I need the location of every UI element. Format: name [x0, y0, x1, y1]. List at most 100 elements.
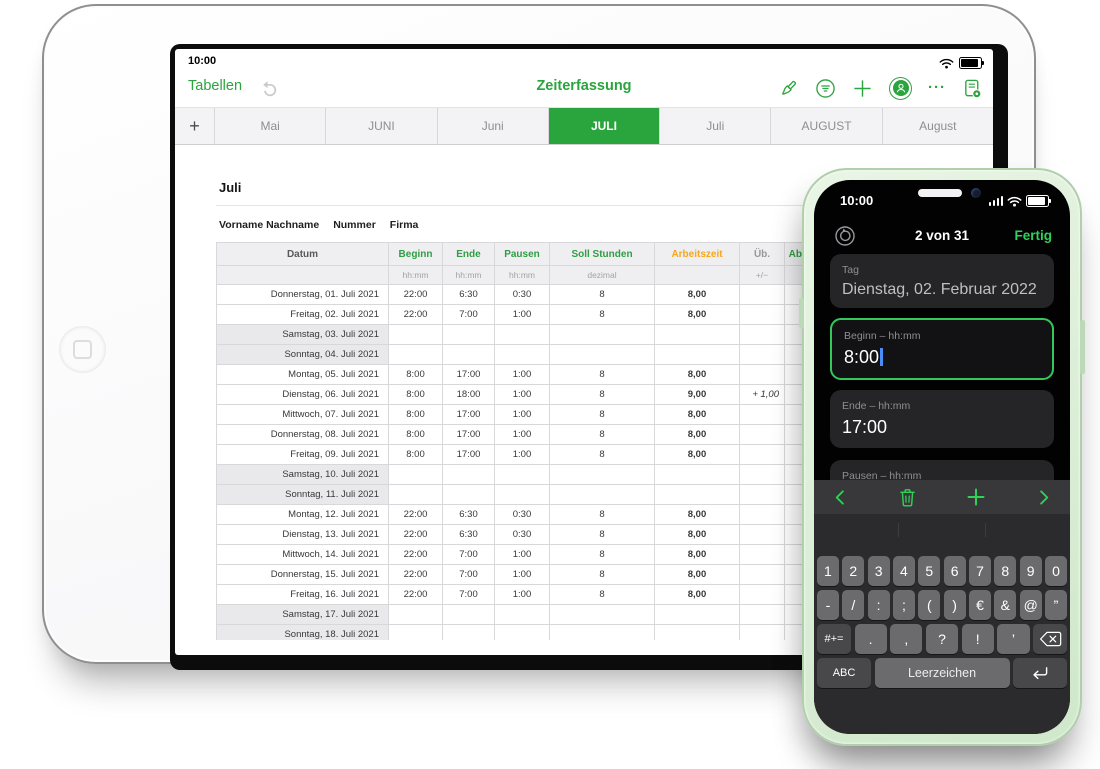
cell-time[interactable]: 17:00: [442, 444, 495, 465]
cell-soll[interactable]: 8: [549, 504, 655, 525]
cell-time[interactable]: 8:00: [388, 424, 443, 445]
cell-time[interactable]: 18:00: [442, 384, 495, 405]
person-field-label[interactable]: Firma: [389, 219, 419, 231]
backspace-key[interactable]: [1033, 624, 1068, 654]
cell-ueb[interactable]: [739, 404, 785, 425]
cell-time[interactable]: [388, 324, 443, 345]
cell-time[interactable]: 17:00: [442, 364, 495, 385]
cell-time[interactable]: 6:30: [442, 284, 495, 305]
cell-time[interactable]: [442, 464, 495, 485]
add-sheet-button[interactable]: +: [175, 108, 215, 144]
cell-ueb[interactable]: [739, 484, 785, 505]
cell-arb[interactable]: 8,00: [654, 424, 740, 445]
cell-soll[interactable]: [549, 464, 655, 485]
cell-time[interactable]: 1:00: [494, 424, 550, 445]
return-key[interactable]: [1013, 658, 1067, 688]
cell-arb[interactable]: [654, 484, 740, 505]
sheet-tab-juni-1[interactable]: JUNI: [326, 108, 438, 144]
cell-arb[interactable]: 8,00: [654, 504, 740, 525]
cell-arb[interactable]: 8,00: [654, 304, 740, 325]
cell-date[interactable]: Samstag, 17. Juli 2021: [216, 604, 389, 625]
cell-date[interactable]: Dienstag, 13. Juli 2021: [216, 524, 389, 545]
cell-time[interactable]: [442, 344, 495, 365]
cell-time[interactable]: [388, 624, 443, 640]
cell-time[interactable]: 22:00: [388, 304, 443, 325]
cell-date[interactable]: Donnerstag, 08. Juli 2021: [216, 424, 389, 445]
person-field-label[interactable]: Vorname Nachname: [219, 219, 320, 231]
key-€[interactable]: €: [969, 590, 991, 620]
cell-time[interactable]: 1:00: [494, 544, 550, 565]
cell-time[interactable]: [442, 604, 495, 625]
key-5[interactable]: 5: [918, 556, 941, 586]
cell-time[interactable]: [388, 604, 443, 625]
sheet-tab-august-6[interactable]: August: [919, 119, 957, 133]
cell-soll[interactable]: [549, 604, 655, 625]
cell-time[interactable]: 1:00: [494, 384, 550, 405]
cell-time[interactable]: [442, 624, 495, 640]
chevron-left-icon[interactable]: [832, 489, 849, 506]
key-/[interactable]: /: [842, 590, 865, 620]
cell-time[interactable]: 8:00: [388, 364, 443, 385]
cell-arb[interactable]: 8,00: [654, 364, 740, 385]
cell-time[interactable]: 7:00: [442, 544, 495, 565]
cell-ueb[interactable]: [739, 444, 785, 465]
cell-time[interactable]: 1:00: [494, 584, 550, 605]
cell-ueb[interactable]: [739, 584, 785, 605]
field-ende[interactable]: Ende – hh:mm 17:00: [830, 390, 1054, 448]
fertig-button[interactable]: Fertig: [1014, 228, 1052, 243]
key-?[interactable]: ?: [925, 624, 959, 654]
cell-time[interactable]: 17:00: [442, 404, 495, 425]
cell-date[interactable]: Donnerstag, 15. Juli 2021: [216, 564, 389, 585]
key-.[interactable]: .: [854, 624, 887, 654]
cell-time[interactable]: [494, 484, 550, 505]
cell-date[interactable]: Freitag, 09. Juli 2021: [216, 444, 389, 465]
cell-soll[interactable]: 8: [549, 584, 655, 605]
sheet-tab-juli-4[interactable]: Juli: [660, 108, 772, 144]
cell-ueb[interactable]: [739, 344, 785, 365]
cell-soll[interactable]: 8: [549, 304, 655, 325]
key-0[interactable]: 0: [1045, 556, 1067, 586]
cell-date[interactable]: Mittwoch, 07. Juli 2021: [216, 404, 389, 425]
cell-ueb[interactable]: [739, 424, 785, 445]
cell-arb[interactable]: 9,00: [654, 384, 740, 405]
cell-time[interactable]: 22:00: [388, 584, 443, 605]
cell-time[interactable]: 22:00: [388, 284, 443, 305]
cell-ueb[interactable]: [739, 524, 785, 545]
key-:[interactable]: :: [867, 590, 890, 620]
cell-arb[interactable]: [654, 604, 740, 625]
cell-time[interactable]: 1:00: [494, 364, 550, 385]
cell-date[interactable]: Dienstag, 06. Juli 2021: [216, 384, 389, 405]
key-3[interactable]: 3: [867, 556, 890, 586]
cell-soll[interactable]: 8: [549, 544, 655, 565]
cell-date[interactable]: Mittwoch, 14. Juli 2021: [216, 544, 389, 565]
cell-time[interactable]: 22:00: [388, 504, 443, 525]
cell-soll[interactable]: 8: [549, 364, 655, 385]
cell-arb[interactable]: 8,00: [654, 444, 740, 465]
cell-time[interactable]: 8:00: [388, 404, 443, 425]
cell-ueb[interactable]: [739, 464, 785, 485]
cell-time[interactable]: [494, 604, 550, 625]
cell-time[interactable]: [388, 344, 443, 365]
cell-arb[interactable]: 8,00: [654, 584, 740, 605]
key-’[interactable]: ’: [997, 624, 1030, 654]
cell-soll[interactable]: 8: [549, 424, 655, 445]
cell-time[interactable]: 0:30: [494, 504, 550, 525]
cell-date[interactable]: Samstag, 10. Juli 2021: [216, 464, 389, 485]
cell-date[interactable]: Montag, 12. Juli 2021: [216, 504, 389, 525]
cell-soll[interactable]: 8: [549, 384, 655, 405]
key-![interactable]: !: [961, 624, 994, 654]
sheet-tab-mai-0[interactable]: Mai: [215, 108, 327, 144]
cell-ueb[interactable]: [739, 624, 785, 640]
cell-time[interactable]: 6:30: [442, 504, 495, 525]
key-([interactable]: (: [918, 590, 941, 620]
cell-soll[interactable]: 8: [549, 284, 655, 305]
collaborate-icon[interactable]: [889, 76, 912, 100]
sheet-tab-juli-3[interactable]: JULI: [548, 108, 661, 144]
key-8[interactable]: 8: [994, 556, 1017, 586]
key-7[interactable]: 7: [969, 556, 991, 586]
field-tag[interactable]: Tag Dienstag, 02. Februar 2022: [830, 254, 1054, 308]
cell-arb[interactable]: 8,00: [654, 284, 740, 305]
cell-arb[interactable]: [654, 464, 740, 485]
key-2[interactable]: 2: [842, 556, 865, 586]
key-,[interactable]: ,: [890, 624, 923, 654]
